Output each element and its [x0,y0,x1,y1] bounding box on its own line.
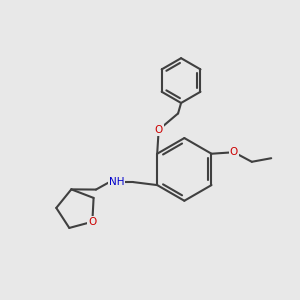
Text: O: O [88,217,97,227]
Text: NH: NH [109,177,124,187]
Text: O: O [230,147,238,157]
Text: O: O [154,125,163,135]
